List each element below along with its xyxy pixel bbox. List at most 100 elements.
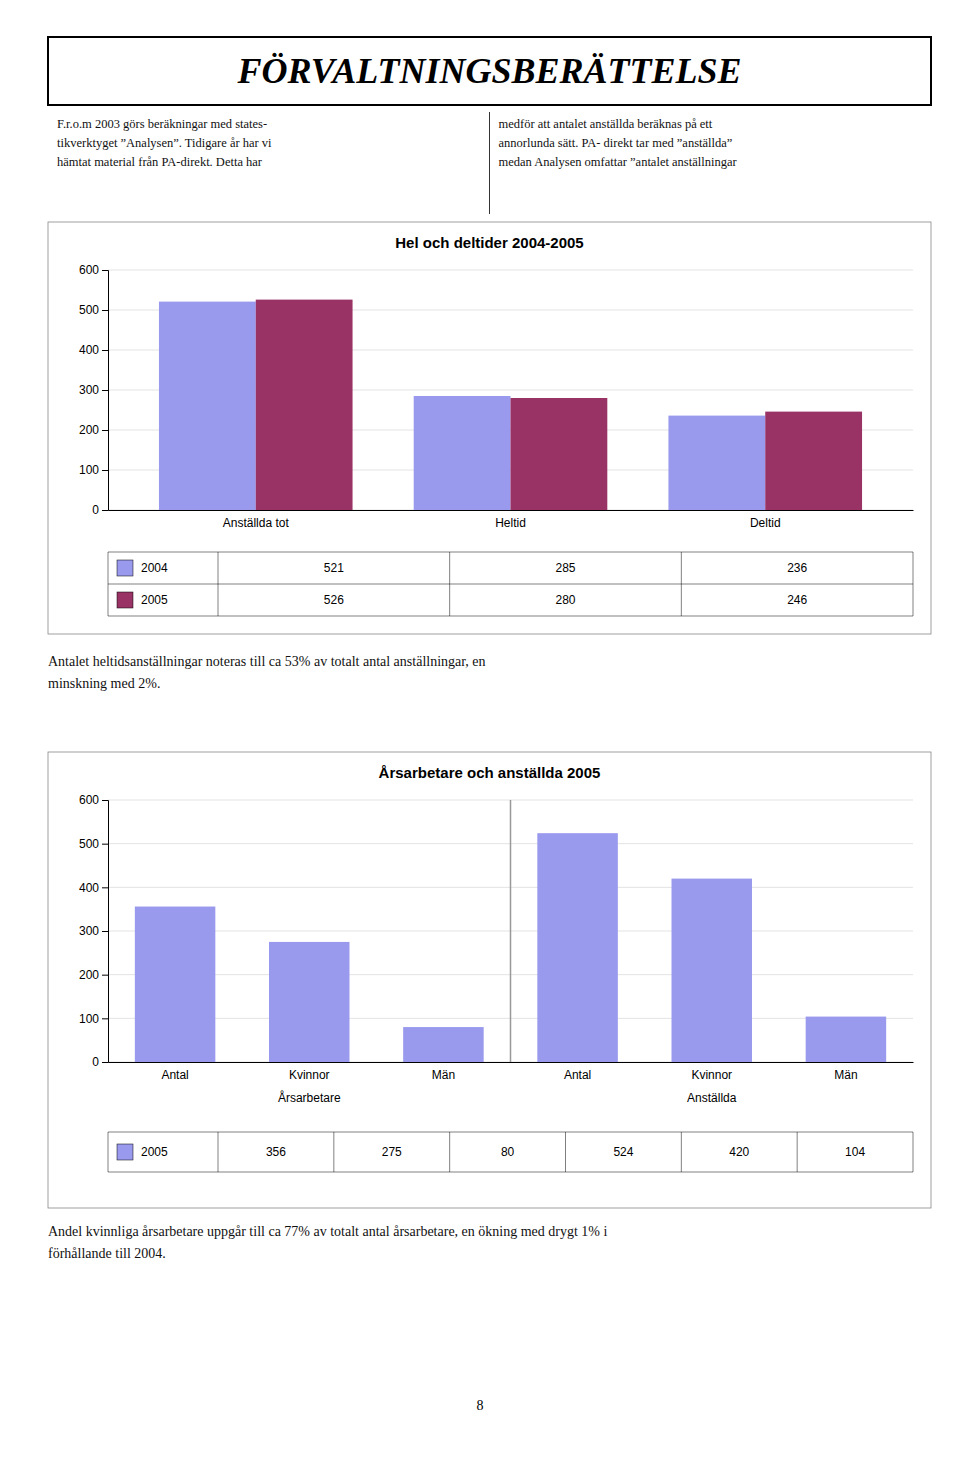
y-tick-mark bbox=[102, 1018, 108, 1019]
table-value: 526 bbox=[324, 593, 344, 607]
x-tick-label: Antal bbox=[564, 1068, 591, 1082]
y-tick-mark bbox=[102, 1062, 108, 1063]
text-right: medför att antalet anställda beräknas på… bbox=[499, 117, 738, 169]
y-tick-label: 200 bbox=[79, 968, 99, 982]
x-tick-label: Anställda tot bbox=[223, 516, 290, 530]
y-tick-mark bbox=[102, 430, 108, 431]
text-left-line: F.r.o.m 2003 görs beräkningar med states… bbox=[57, 117, 267, 131]
y-tick-mark bbox=[102, 975, 108, 976]
page-number: 8 bbox=[477, 1398, 484, 1413]
table-rule bbox=[681, 1132, 682, 1172]
legend-label: 2005 bbox=[141, 593, 168, 607]
chart-frame bbox=[48, 222, 931, 634]
x-tick-label: Män bbox=[432, 1068, 455, 1082]
x-axis-line bbox=[109, 510, 914, 511]
group-label: Årsarbetare bbox=[278, 1090, 341, 1105]
x-tick-label: Antal bbox=[161, 1068, 188, 1082]
chart-title: Årsarbetare och anställda 2005 bbox=[379, 764, 601, 781]
y-tick: 400 bbox=[79, 343, 108, 357]
y-tick: 100 bbox=[79, 463, 108, 477]
y-tick-mark bbox=[102, 931, 108, 932]
grid bbox=[108, 800, 913, 1062]
y-tick-label: 100 bbox=[79, 463, 99, 477]
bar bbox=[414, 396, 511, 510]
bar bbox=[537, 833, 618, 1062]
table-rule bbox=[797, 1132, 798, 1172]
chart-frame bbox=[48, 752, 931, 1208]
legend-swatch bbox=[117, 1144, 133, 1160]
table-rule bbox=[681, 552, 682, 616]
y-axis-line bbox=[102, 801, 109, 1063]
y-tick-mark bbox=[102, 800, 108, 801]
y-tick-label: 300 bbox=[79, 924, 99, 938]
x-tick: Män bbox=[834, 1068, 857, 1082]
table-rule bbox=[108, 552, 913, 553]
x-tick-label: Kvinnor bbox=[691, 1068, 732, 1082]
table-rule bbox=[108, 584, 913, 585]
page: FÖRVALTNINGSBERÄTTELSEF.r.o.m 2003 görs … bbox=[0, 0, 960, 1464]
text-left-line: hämtat material från PA-direkt. Detta ha… bbox=[57, 155, 263, 169]
y-tick-label: 400 bbox=[79, 343, 99, 357]
table-rule bbox=[108, 1132, 913, 1133]
legend-table: 20045212852362005526280246 bbox=[108, 552, 913, 616]
table-rule bbox=[108, 616, 913, 617]
title-banner bbox=[48, 37, 931, 105]
bar bbox=[668, 416, 765, 510]
bars bbox=[159, 300, 862, 510]
legend-table: 200535627580524420104 bbox=[108, 1132, 913, 1172]
y-tick: 0 bbox=[92, 1055, 108, 1069]
group-label: Anställda bbox=[687, 1091, 737, 1105]
x-axis-line bbox=[109, 1062, 914, 1063]
y-axis: 0100200300400500600 bbox=[79, 793, 109, 1069]
grid-line bbox=[108, 270, 913, 271]
y-tick: 600 bbox=[79, 793, 108, 807]
y-tick-mark bbox=[102, 310, 108, 311]
text-right-line: medan Analysen omfattar ”antalet anställ… bbox=[499, 155, 738, 169]
table-value: 521 bbox=[324, 561, 344, 575]
x-axis: Anställda tot Heltid Deltid bbox=[109, 511, 914, 530]
text-left: F.r.o.m 2003 görs beräkningar med states… bbox=[57, 117, 272, 169]
chart-title: Hel och deltider 2004-2005 bbox=[395, 234, 583, 251]
y-tick-label: 0 bbox=[92, 503, 99, 517]
bar bbox=[256, 300, 353, 510]
table-rule bbox=[449, 1132, 450, 1172]
table-value: 285 bbox=[555, 561, 575, 575]
bar bbox=[135, 907, 216, 1062]
text-between-line: minskning med 2%. bbox=[48, 676, 160, 691]
bar bbox=[403, 1027, 484, 1062]
y-tick-label: 400 bbox=[79, 881, 99, 895]
legend-swatch bbox=[117, 560, 133, 576]
x-tick-label: Deltid bbox=[750, 516, 781, 530]
x-tick-label: Män bbox=[834, 1068, 857, 1082]
table-rule bbox=[108, 1172, 913, 1173]
table-rule bbox=[913, 552, 914, 616]
table-value: 236 bbox=[787, 561, 807, 575]
y-tick-mark bbox=[102, 887, 108, 888]
y-tick-label: 200 bbox=[79, 423, 99, 437]
y-tick: 500 bbox=[79, 303, 108, 317]
y-tick-mark bbox=[102, 470, 108, 471]
table-rule bbox=[913, 1132, 914, 1172]
text-bottom: Andel kvinnliga årsarbetare uppgår till … bbox=[48, 1224, 608, 1261]
text-right-line: medför att antalet anställda beräknas på… bbox=[499, 117, 713, 131]
x-tick: Män bbox=[432, 1068, 455, 1082]
y-tick-label: 600 bbox=[79, 793, 99, 807]
x-tick: Deltid bbox=[750, 516, 781, 530]
table-rule bbox=[565, 1132, 566, 1172]
table-value: 420 bbox=[729, 1145, 749, 1159]
x-tick: Antal bbox=[564, 1068, 591, 1082]
legend-swatch bbox=[117, 592, 133, 608]
x-tick: Heltid bbox=[495, 516, 526, 530]
bar bbox=[672, 879, 753, 1062]
chart: Årsarbetare och anställda 20050100200300… bbox=[48, 752, 931, 1208]
y-tick: 400 bbox=[79, 881, 108, 895]
column-divider bbox=[489, 112, 490, 214]
y-tick-mark bbox=[102, 844, 108, 845]
x-tick-label: Kvinnor bbox=[289, 1068, 330, 1082]
text-right-line: annorlunda sätt. PA- direkt tar med ”ans… bbox=[499, 136, 733, 150]
y-tick: 300 bbox=[79, 383, 108, 397]
table-value: 275 bbox=[382, 1145, 402, 1159]
text-between-line: Antalet heltidsanställningar noteras til… bbox=[48, 654, 486, 669]
table-value: 104 bbox=[845, 1145, 865, 1159]
y-tick: 200 bbox=[79, 423, 108, 437]
